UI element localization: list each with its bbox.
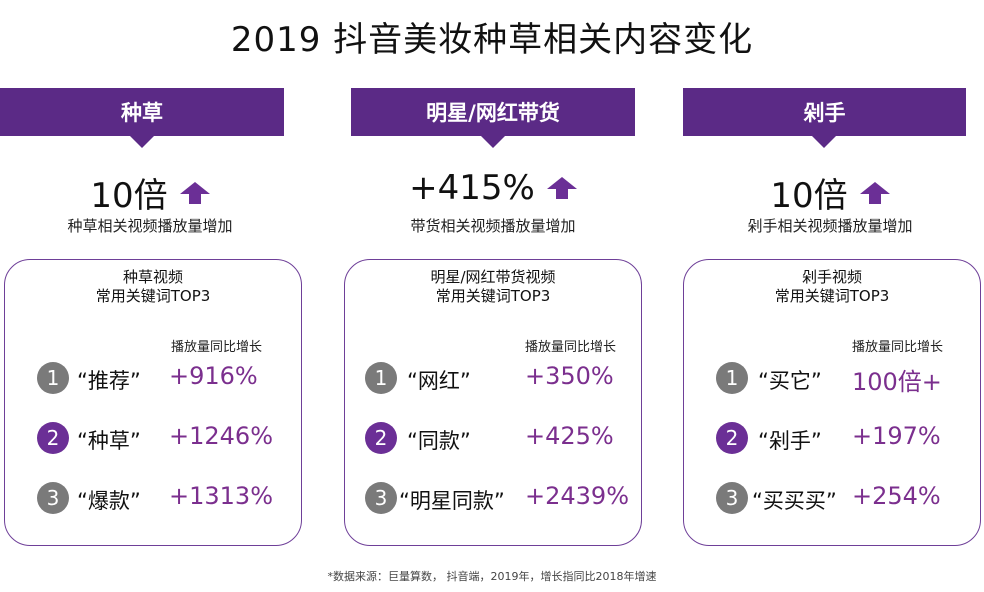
growth-column-header: 播放量同比增长 xyxy=(852,340,944,355)
metric-duoshou: 10倍 xyxy=(680,168,980,217)
banner-duoshou: 剁手 xyxy=(683,88,966,136)
banner-celebrity-sales: 明星/网红带货 xyxy=(351,88,635,136)
card-heading-line1: 剁手视频 xyxy=(801,268,862,286)
keyword: “种草” xyxy=(77,429,141,453)
keyword-row: 2 “种草” +1246% xyxy=(5,422,301,458)
growth-value: +1313% xyxy=(169,482,273,510)
growth-value: +916% xyxy=(169,362,258,390)
keyword-card-celebrity-sales: 明星/网红带货视频 常用关键词TOP3 播放量同比增长 1 “网红” +350%… xyxy=(344,259,642,546)
growth-value: +425% xyxy=(525,422,614,450)
card-heading-line2: 常用关键词TOP3 xyxy=(95,287,211,305)
banner-zhongcao: 种草 xyxy=(0,88,284,136)
banner-label: 剁手 xyxy=(803,101,846,125)
card-heading-line1: 明星/网红带货视频 xyxy=(430,268,556,286)
rank-badge: 1 xyxy=(365,362,397,394)
growth-value: +1246% xyxy=(169,422,273,450)
rank-badge: 3 xyxy=(365,482,397,514)
rank-badge: 1 xyxy=(716,362,748,394)
growth-value: +254% xyxy=(852,482,941,510)
keyword: “剁手” xyxy=(758,429,822,453)
keyword: “买买买” xyxy=(752,489,837,513)
metric-celebrity-sales: +415% xyxy=(343,168,643,208)
metric-value: +415% xyxy=(409,168,535,208)
card-heading-line2: 常用关键词TOP3 xyxy=(435,287,551,305)
growth-value: +197% xyxy=(852,422,941,450)
rank-badge: 1 xyxy=(37,362,69,394)
card-heading-line1: 种草视频 xyxy=(122,268,183,286)
data-source-footnote: *数据来源：巨量算数， 抖音端，2019年，增长指同比2018年增速 xyxy=(327,570,657,583)
rank-badge: 2 xyxy=(365,422,397,454)
growth-column-header: 播放量同比增长 xyxy=(525,340,617,355)
keyword: “推荐” xyxy=(77,369,141,393)
banner-pointer xyxy=(481,136,505,148)
card-heading-line2: 常用关键词TOP3 xyxy=(774,287,890,305)
metric-value: 10倍 xyxy=(770,176,848,216)
keyword-row: 3 “买买买” +254% xyxy=(684,482,980,518)
rank-badge: 2 xyxy=(37,422,69,454)
banner-pointer xyxy=(812,136,836,148)
keyword: “网红” xyxy=(407,369,471,393)
growth-column-header: 播放量同比增长 xyxy=(171,340,263,355)
keyword-row: 2 “剁手” +197% xyxy=(684,422,980,458)
up-arrow-icon xyxy=(859,181,890,204)
up-arrow-icon xyxy=(546,177,577,199)
banner-label: 明星/网红带货 xyxy=(426,101,560,125)
keyword: “同款” xyxy=(407,429,471,453)
rank-badge: 2 xyxy=(716,422,748,454)
growth-value: 100倍+ xyxy=(852,368,942,396)
keyword-row: 2 “同款” +425% xyxy=(345,422,641,458)
up-arrow-icon xyxy=(179,181,210,204)
metric-zhongcao: 10倍 xyxy=(0,168,300,217)
growth-value: +2439% xyxy=(525,482,629,510)
keyword-card-duoshou: 剁手视频 常用关键词TOP3 播放量同比增长 1 “买它” 100倍+ 2 “剁… xyxy=(683,259,981,546)
metric-value: 10倍 xyxy=(90,176,168,216)
card-heading: 明星/网红带货视频 常用关键词TOP3 xyxy=(345,268,641,306)
metric-label: 带货相关视频播放量增加 xyxy=(410,217,576,235)
keyword-row: 1 “网红” +350% xyxy=(345,362,641,398)
metric-label: 剁手相关视频播放量增加 xyxy=(747,217,913,235)
keyword: “明星同款” xyxy=(399,489,505,513)
keyword-card-zhongcao: 种草视频 常用关键词TOP3 播放量同比增长 1 “推荐” +916% 2 “种… xyxy=(4,259,302,546)
card-heading: 种草视频 常用关键词TOP3 xyxy=(5,268,301,306)
keyword: “买它” xyxy=(758,369,822,393)
keyword-row: 3 “爆款” +1313% xyxy=(5,482,301,518)
keyword: “爆款” xyxy=(77,489,141,513)
keyword-row: 1 “推荐” +916% xyxy=(5,362,301,398)
banner-label: 种草 xyxy=(121,101,163,125)
metric-label: 种草相关视频播放量增加 xyxy=(67,217,233,235)
growth-value: +350% xyxy=(525,362,614,390)
keyword-row: 3 “明星同款” +2439% xyxy=(345,482,641,518)
rank-badge: 3 xyxy=(716,482,748,514)
page-title: 2019 抖音美妆种草相关内容变化 xyxy=(230,20,754,60)
card-heading: 剁手视频 常用关键词TOP3 xyxy=(684,268,980,306)
rank-badge: 3 xyxy=(37,482,69,514)
banner-pointer xyxy=(130,136,154,148)
keyword-row: 1 “买它” 100倍+ xyxy=(684,362,980,398)
